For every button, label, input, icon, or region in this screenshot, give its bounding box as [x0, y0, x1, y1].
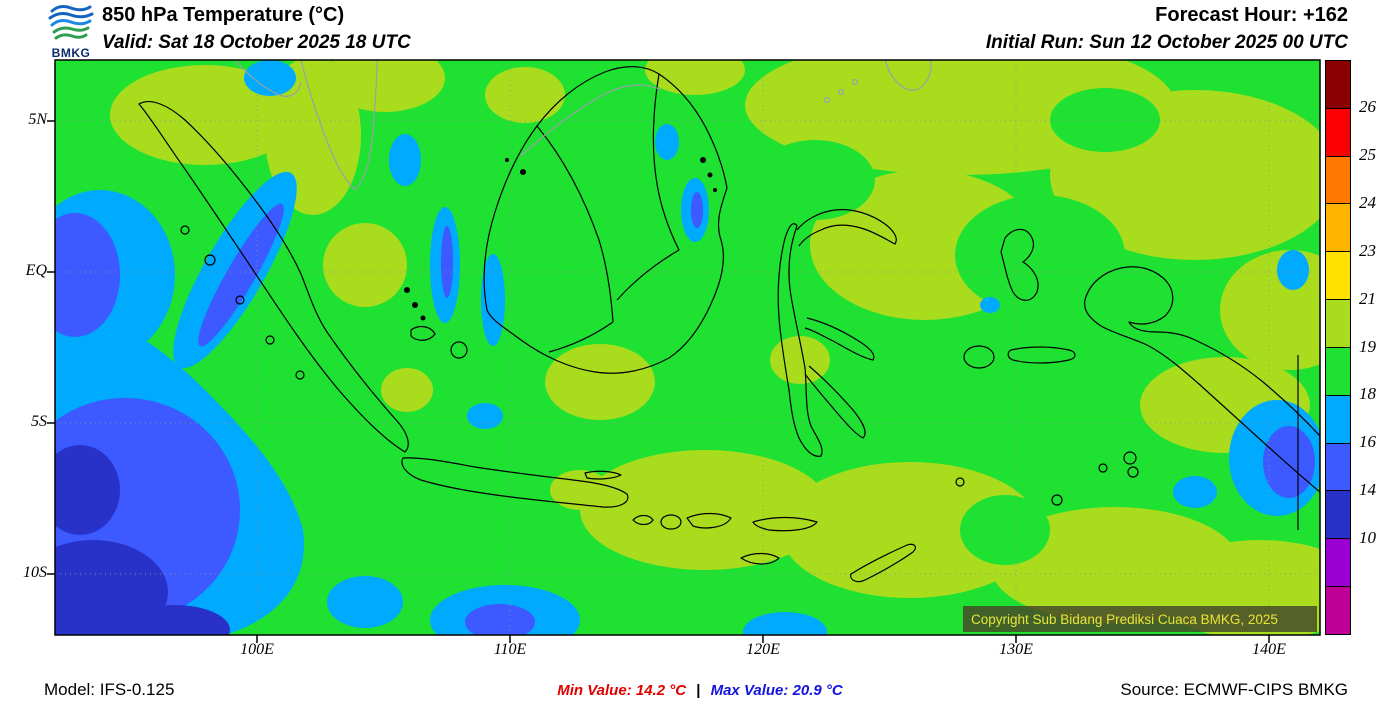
coastlines — [138, 66, 1320, 583]
colorbar-segment — [1326, 252, 1350, 301]
colorbar-tick-label: 10 — [1359, 528, 1376, 548]
temp-fill-green-holes — [755, 88, 1160, 565]
coast-mindanao — [884, 60, 932, 91]
colorbar-segment — [1326, 395, 1350, 444]
minmax-separator: | — [696, 682, 701, 699]
lon-label: 100E — [240, 641, 274, 658]
page-title: 850 hPa Temperature (°C) — [102, 4, 345, 26]
foreign-borders — [234, 60, 932, 191]
lon-label: 140E — [1252, 641, 1286, 658]
colorbar-segment — [1326, 204, 1350, 253]
coast-sulawesi — [777, 223, 823, 457]
valid-time-label: Valid: Sat 18 October 2025 18 UTC — [102, 32, 411, 53]
colorbar-tick-label: 25 — [1359, 144, 1376, 164]
minmax-values: Min Value: 14.2 °C | Max Value: 20.9 °C — [350, 682, 1050, 699]
graticule — [55, 60, 1320, 635]
coast-malaysia-borneo — [520, 84, 662, 157]
colorbar-tick-label: 21 — [1359, 288, 1376, 308]
colorbar-segment — [1326, 491, 1350, 540]
colorbar-tick-label: 26 — [1359, 96, 1376, 116]
colorbar-segment — [1326, 347, 1350, 396]
copyright-text: Copyright Sub Bidang Prediksi Cuaca BMKG… — [971, 612, 1278, 627]
forecast-hour-label: Forecast Hour: +162 — [1155, 4, 1348, 26]
bmkg-logo-text: BMKG — [51, 46, 91, 60]
map-border — [54, 59, 1321, 636]
colorbar-tick-label: 14 — [1359, 480, 1376, 500]
lon-label: 130E — [999, 641, 1033, 658]
temp-fill-navy — [55, 445, 230, 635]
colorbar-segment — [1326, 61, 1350, 109]
temp-fill-yellowgreen — [110, 60, 1320, 635]
coast-java — [401, 457, 629, 508]
temperature-colorbar — [1325, 60, 1351, 635]
lat-label: EQ — [25, 262, 47, 279]
coast-sumatra — [138, 100, 409, 453]
colorbar-tick-label: 19 — [1359, 336, 1376, 356]
lat-label: 5S — [31, 413, 47, 430]
colorbar-segment — [1326, 156, 1350, 205]
bmkg-logo: BMKG — [44, 2, 98, 60]
temperature-map: Copyright Sub Bidang Prediksi Cuaca BMKG… — [47, 59, 1321, 643]
colorbar-tick-label: 23 — [1359, 240, 1376, 260]
lat-label: 5N — [28, 111, 47, 128]
map-area: Copyright Sub Bidang Prediksi Cuaca BMKG… — [23, 59, 1321, 658]
colorbar-tick-label: 18 — [1359, 384, 1376, 404]
model-label: Model: IFS-0.125 — [44, 680, 175, 699]
bmkg-logo-icon — [48, 5, 94, 40]
source-label: Source: ECMWF-CIPS BMKG — [1120, 680, 1348, 699]
colorbar-segment — [1326, 443, 1350, 492]
copyright-box: Copyright Sub Bidang Prediksi Cuaca BMKG… — [963, 606, 1317, 632]
colorbar-tick-label: 16 — [1359, 432, 1376, 452]
coast-papua — [1084, 266, 1320, 493]
min-value-label: Min Value: 14.2 °C — [557, 682, 687, 699]
colorbar-segment — [1326, 539, 1350, 588]
initial-run-label: Initial Run: Sun 12 October 2025 00 UTC — [985, 32, 1348, 53]
colorbar-tick-label: 24 — [1359, 192, 1376, 212]
colorbar-segment — [1326, 300, 1350, 348]
axis-ticks — [47, 120, 1270, 643]
colorbar-labels: 26 25 24 23 21 19 18 16 14 10 — [1359, 60, 1399, 635]
lon-label: 110E — [493, 641, 527, 658]
lat-label: 10S — [23, 564, 47, 581]
lon-label: 120E — [746, 641, 780, 658]
colorbar-segment — [1326, 108, 1350, 157]
coast-borneo — [483, 66, 728, 374]
coast-malay-peninsula — [300, 60, 378, 191]
colorbar-segment — [1326, 587, 1350, 634]
max-value-label: Max Value: 20.9 °C — [710, 682, 843, 699]
